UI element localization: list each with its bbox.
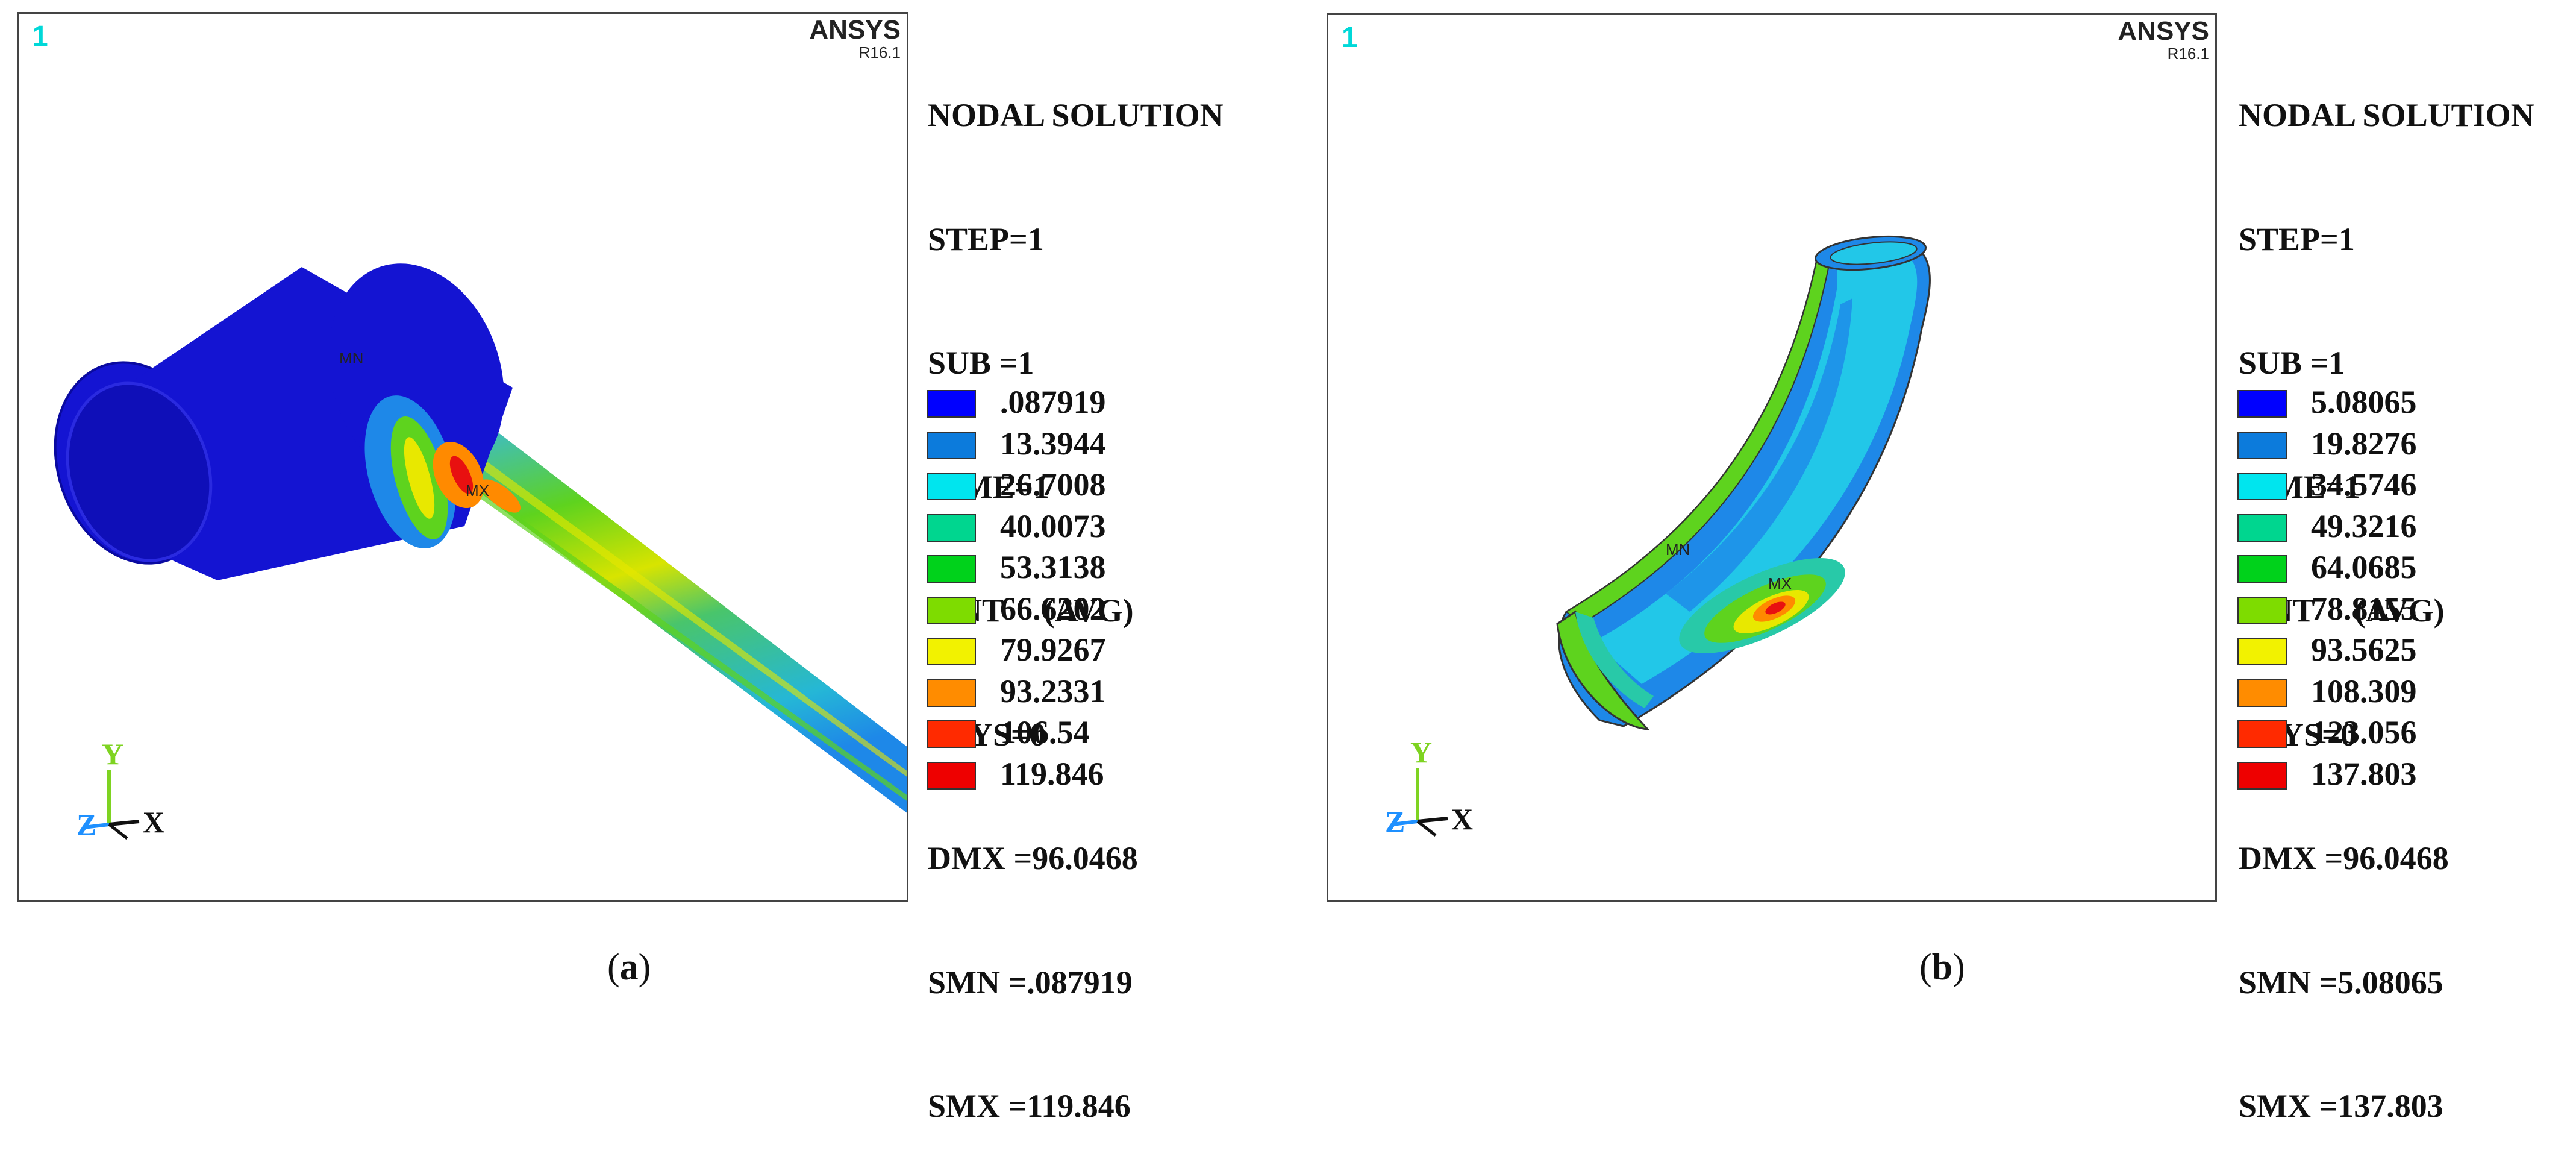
axis-triad: Y Z X [1385,735,1473,838]
caption-b: (b) [1919,946,1965,989]
legend-value: 93.5625 [2311,632,2417,668]
viewport-a[interactable]: 1 ANSYS R16.1 MN [17,12,908,902]
legend-value: 108.309 [2311,673,2417,709]
legend-swatch [927,596,976,624]
info-title: NODAL SOLUTION [2239,97,2534,133]
legend-swatch [2237,513,2287,542]
mx-marker: MX [466,482,489,500]
info-smn: SMN =.087919 [928,964,1133,1000]
brand-version: R16.1 [858,43,901,61]
axis-z-label: Z [77,808,96,841]
info-step: STEP=1 [928,221,1044,257]
axis-y-label: Y [102,737,123,771]
legend-swatch [927,555,976,583]
caption-close: ) [1952,947,1965,988]
caption-close: ) [638,947,651,988]
legend-swatch [927,761,976,790]
legend-value: 106.54 [1000,714,1090,750]
legend-value: 119.846 [1000,755,1104,792]
legend-value: 5.08065 [2311,384,2417,420]
legend-value: 123.056 [2311,714,2417,750]
caption-letter: a [619,947,639,988]
legend-value: 64.0685 [2311,549,2417,585]
caption-open: ( [607,947,620,988]
fea-model-pipe-tee: MN MX Y Z X [54,263,907,841]
mn-marker: MN [339,349,363,367]
legend-swatch [927,390,976,418]
legend-swatch [2237,473,2287,500]
legend-value: 93.2331 [1000,673,1106,709]
legend-swatch [927,679,976,707]
info-sub: SUB =1 [2239,345,2345,381]
legend-swatch [2237,555,2287,583]
legend-swatch [2237,761,2287,790]
legend-swatch [927,513,976,542]
legend-swatch [927,720,976,748]
legend-swatch [2237,596,2287,624]
viewport-b[interactable]: 1 ANSYS R16.1 MN MX Y Z [1327,13,2217,902]
axis-z-label: Z [1385,805,1405,838]
brand-version: R16.1 [2167,45,2209,63]
legend-swatch [2237,679,2287,707]
legend-value: 40.0073 [1000,507,1106,544]
legend-swatch [927,431,976,459]
info-dmx: DMX =96.0468 [928,840,1138,876]
caption-open: ( [1919,947,1932,988]
legend-swatch [2237,720,2287,748]
mx-marker: MX [1768,574,1792,592]
axis-y-label: Y [1410,735,1432,769]
brand-name: ANSYS [2118,16,2209,46]
legend-value: 13.3944 [1000,425,1106,462]
view-number: 1 [1342,22,1358,54]
legend-value: 26.7008 [1000,466,1106,503]
info-dmx: DMX =96.0468 [2239,840,2449,876]
info-step: STEP=1 [2239,221,2355,257]
ansys-brand: ANSYS R16.1 [809,16,901,61]
mn-marker: MN [1666,541,1690,559]
fea-model-elbow: MN MX Y Z X [1385,235,1931,838]
axis-triad: Y Z X [77,737,164,841]
legend-value: 137.803 [2311,755,2417,792]
legend-swatch [2237,638,2287,665]
brand-name: ANSYS [809,15,901,45]
view-number: 1 [32,20,48,52]
caption-letter: b [1931,947,1953,988]
legend-swatch [927,473,976,500]
legend-swatch [927,638,976,665]
info-sub: SUB =1 [928,345,1034,381]
axis-x-label: X [1451,802,1473,836]
legend-value: 66.6202 [1000,590,1106,627]
info-title: NODAL SOLUTION [928,97,1224,133]
legend-value: 49.3216 [2311,507,2417,544]
legend-value: 79.9267 [1000,632,1106,668]
legend-value: 78.8155 [2311,590,2417,627]
info-smx: SMX =119.846 [928,1088,1131,1124]
info-smx: SMX =137.803 [2239,1088,2443,1124]
legend-value: .087919 [1000,384,1106,420]
legend-value: 19.8276 [2311,425,2417,462]
info-smn: SMN =5.08065 [2239,964,2443,1000]
axis-x-label: X [143,805,164,839]
legend-value: 53.3138 [1000,549,1106,585]
caption-a: (a) [607,946,651,989]
legend-swatch [2237,390,2287,418]
legend-value: 34.5746 [2311,466,2417,503]
ansys-brand: ANSYS R16.1 [2118,16,2209,63]
legend-swatch [2237,431,2287,459]
